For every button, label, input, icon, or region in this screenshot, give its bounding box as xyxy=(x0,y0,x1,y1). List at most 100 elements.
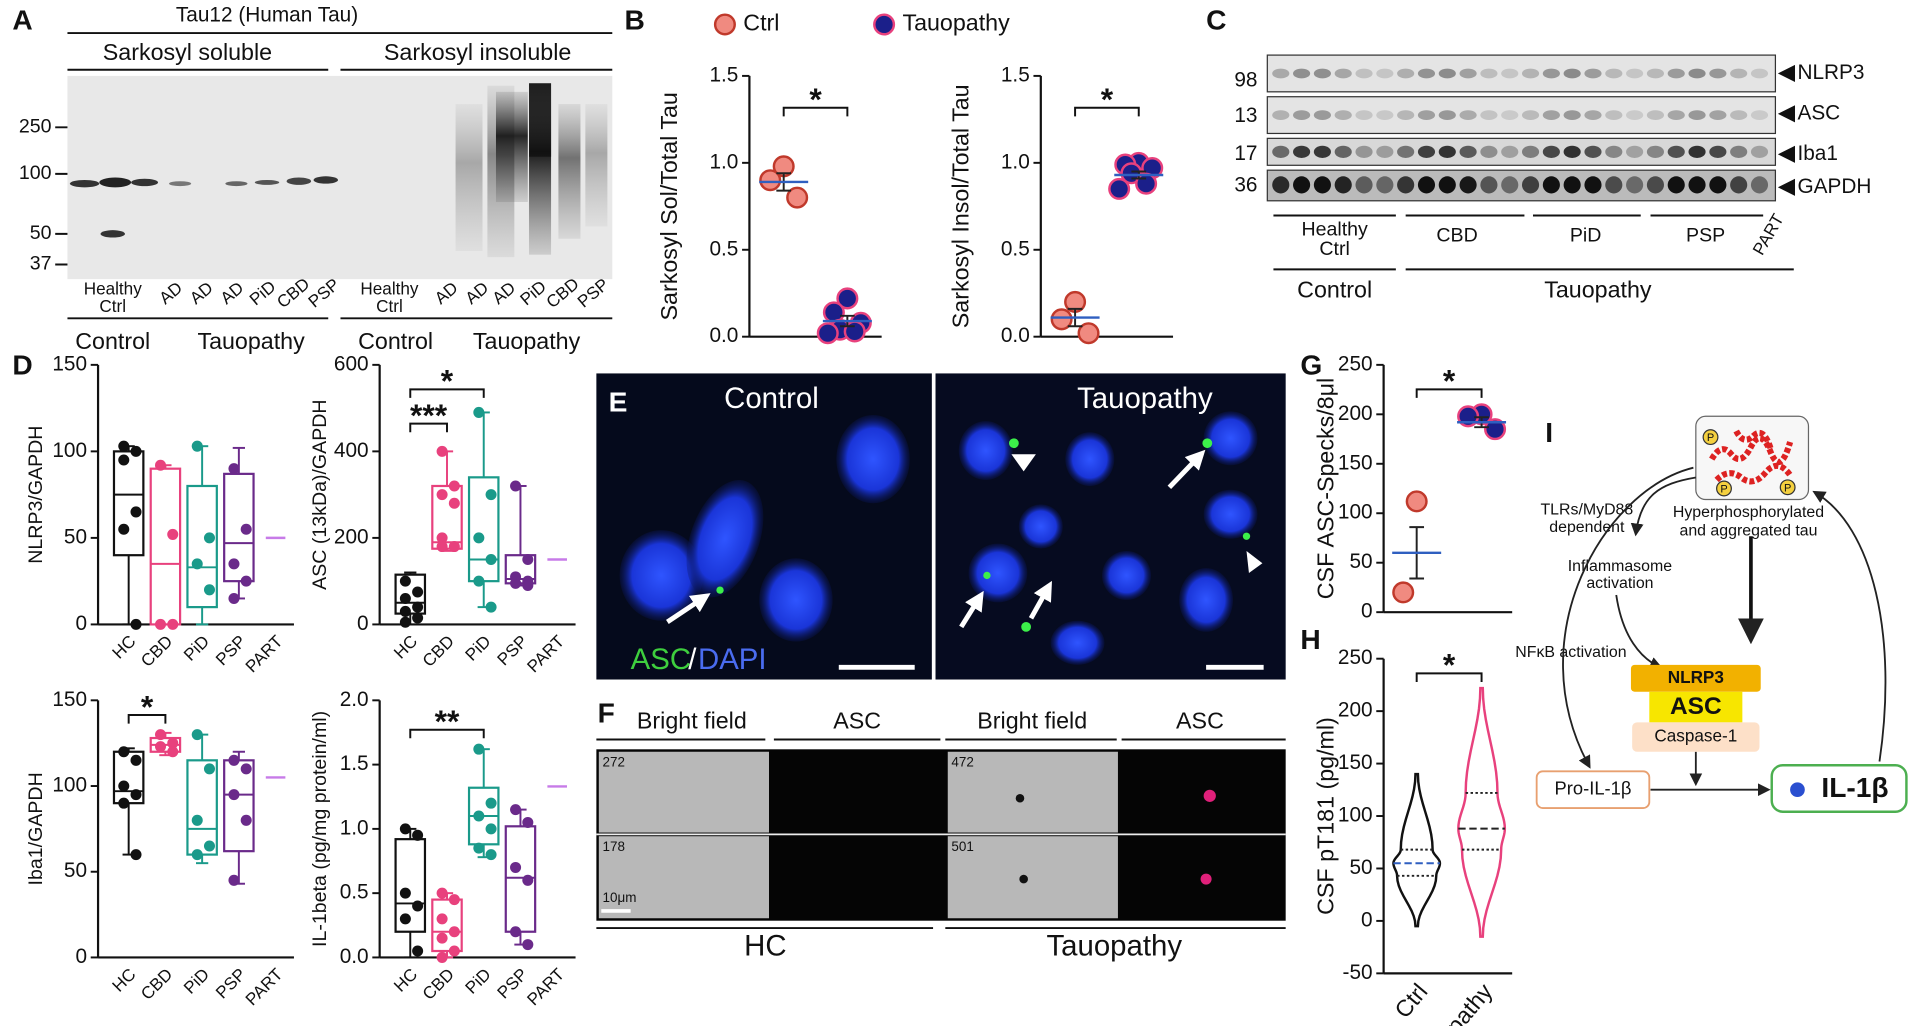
error-cap xyxy=(776,172,792,192)
brightfield xyxy=(947,836,1118,919)
y-tick-label: 150 xyxy=(1338,751,1373,774)
arrow xyxy=(1028,580,1052,620)
data-point xyxy=(436,932,448,944)
band xyxy=(1438,68,1456,79)
marker-labels: 250 100 50 37 xyxy=(19,116,68,275)
arrowheads xyxy=(1777,64,1796,196)
data-point xyxy=(436,887,448,899)
band xyxy=(1730,145,1748,158)
significance-label: * xyxy=(1443,647,1456,683)
data-point xyxy=(448,497,460,509)
violin xyxy=(1392,772,1442,928)
data-point xyxy=(1392,581,1415,604)
panel-f: F Bright field ASC Bright field ASC 272 … xyxy=(596,697,1286,962)
arrow xyxy=(1812,490,1887,762)
data-point xyxy=(399,616,411,628)
y-tick-label: 0.5 xyxy=(340,881,369,904)
box xyxy=(112,450,145,557)
band xyxy=(1293,176,1311,194)
band xyxy=(1750,110,1769,120)
cell-id: 178 xyxy=(602,839,624,854)
band xyxy=(1605,145,1623,158)
y-tick-label: 400 xyxy=(334,439,369,462)
group-label: Tauopathy xyxy=(1544,277,1652,303)
mw-label: 13 xyxy=(1234,104,1257,127)
data-point xyxy=(118,440,130,452)
band xyxy=(1313,145,1331,158)
band xyxy=(100,230,125,238)
y-tick-label: 100 xyxy=(52,439,87,462)
data-point xyxy=(154,618,167,630)
mw-label: 37 xyxy=(30,253,52,275)
data-point xyxy=(448,541,460,553)
band xyxy=(1563,110,1581,120)
blot-image xyxy=(1266,54,1777,202)
nucleus xyxy=(958,421,1013,480)
cell xyxy=(1019,874,1028,884)
band xyxy=(1521,176,1540,194)
data-point xyxy=(240,575,252,587)
data-point xyxy=(448,480,460,492)
x-tick-label: Ctrl xyxy=(1389,978,1432,1022)
nucleus xyxy=(759,558,833,642)
il1b-box xyxy=(1770,763,1908,813)
nucleus xyxy=(1018,504,1063,549)
x-tick-label: HC xyxy=(108,631,140,663)
chart-dot: 0.0 0.5 1.0 1.5 Sarkosyl Insol/Total Tau * xyxy=(948,63,1174,347)
channel-label: ASC xyxy=(1176,708,1224,734)
band xyxy=(1730,110,1748,120)
x-tick-label: HC xyxy=(390,631,422,663)
data-point xyxy=(436,541,448,553)
blot-title: Tau12 (Human Tau) xyxy=(176,3,358,26)
data-point xyxy=(191,440,203,452)
y-tick-label: 150 xyxy=(1338,451,1373,474)
smear xyxy=(455,104,483,251)
band xyxy=(1709,110,1727,120)
lane-label: AD xyxy=(488,277,519,308)
y-tick-label: 0.0 xyxy=(1001,324,1030,347)
lane-label: PSP xyxy=(573,274,612,311)
band xyxy=(1646,176,1664,194)
significance-bracket xyxy=(782,106,849,117)
band xyxy=(1501,145,1519,158)
band xyxy=(1334,110,1352,120)
diagram-text: NLRP3 xyxy=(1668,667,1724,687)
y-tick-label: -50 xyxy=(1343,961,1373,984)
y-axis-label: Sarkosyl Sol/Total Tau xyxy=(656,92,682,320)
y-tick-label: 50 xyxy=(1349,550,1372,573)
channel-label: Bright field xyxy=(637,708,747,734)
data-point xyxy=(485,823,497,835)
band xyxy=(1563,176,1581,194)
significance-bracket xyxy=(1074,106,1140,117)
diagram-text: ASC xyxy=(1670,693,1722,720)
data-point xyxy=(1484,418,1507,441)
lane-label: PSP xyxy=(304,274,343,311)
band xyxy=(1334,145,1352,158)
fraction-label: Sarkosyl insoluble xyxy=(384,39,571,65)
band xyxy=(1417,176,1436,194)
panel-label: H xyxy=(1300,624,1320,655)
y-tick-label: 50 xyxy=(64,525,87,548)
asc-signal xyxy=(1203,789,1216,802)
lane-label: CBD xyxy=(1436,224,1477,246)
band xyxy=(1521,68,1540,79)
data-point xyxy=(154,729,167,741)
data-point xyxy=(203,763,215,775)
band xyxy=(1480,176,1498,194)
lane-label: AD xyxy=(431,277,462,308)
panel-label: C xyxy=(1206,4,1226,35)
data-point xyxy=(485,797,497,809)
band xyxy=(1584,110,1602,120)
speck xyxy=(1008,438,1019,449)
panel-label: E xyxy=(609,386,628,417)
phospho-label: P xyxy=(1707,432,1714,444)
band xyxy=(1521,110,1540,120)
band xyxy=(1293,145,1311,158)
group-label: HC xyxy=(744,929,786,962)
band xyxy=(1584,176,1602,194)
channel-label: ASC xyxy=(833,708,881,734)
mw-label: 100 xyxy=(19,162,52,184)
y-tick-label: 0 xyxy=(1361,908,1373,931)
data-point xyxy=(399,887,411,899)
band xyxy=(1459,145,1477,158)
